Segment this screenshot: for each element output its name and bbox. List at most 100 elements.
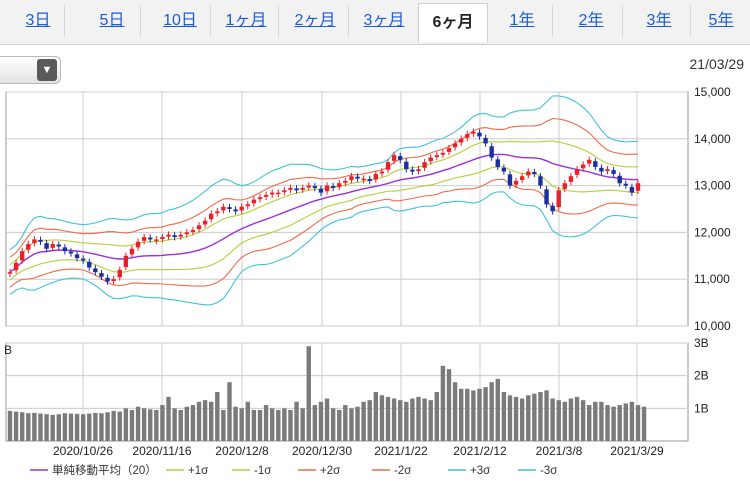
- candlestick: [312, 186, 318, 188]
- candlestick: [422, 162, 427, 168]
- candlestick: [105, 277, 110, 282]
- candlestick: [184, 232, 190, 235]
- volume-bar: [526, 395, 531, 441]
- candlestick: [416, 169, 421, 172]
- candlestick: [239, 206, 244, 211]
- price-tick-label: 15,000: [694, 85, 731, 99]
- candlestick: [38, 239, 43, 242]
- candlestick: [306, 185, 311, 188]
- candlestick: [294, 188, 299, 191]
- candlestick: [154, 239, 159, 241]
- volume-bar: [507, 395, 513, 441]
- volume-bar: [385, 396, 391, 441]
- date-tick-label: 2021/2/12: [453, 444, 507, 458]
- candlestick: [343, 180, 348, 183]
- volume-bar: [501, 392, 507, 441]
- volume-bar: [599, 401, 604, 441]
- volume-bar: [544, 390, 549, 441]
- candlestick: [276, 192, 281, 195]
- volume-bar: [355, 406, 360, 441]
- legend-label: +2σ: [320, 465, 340, 477]
- volume-bar: [513, 396, 519, 441]
- volume-tick-label: 2B: [694, 369, 709, 383]
- volume-bar: [635, 405, 641, 441]
- candlestick: [148, 237, 153, 240]
- tab-3y[interactable]: 3年: [628, 5, 691, 37]
- volume-bar: [489, 382, 494, 441]
- date-tick-label: 2020/11/16: [132, 444, 191, 458]
- candlestick: [568, 176, 574, 182]
- plus-3-sigma-line: [9, 95, 638, 251]
- candlestick: [62, 247, 68, 252]
- volume-bar: [215, 392, 220, 441]
- legend-label: -1σ: [254, 465, 271, 477]
- volume-bar: [111, 410, 116, 441]
- tab-3d[interactable]: 3日: [12, 5, 65, 37]
- volume-bar: [306, 346, 311, 441]
- chart-type-select[interactable]: ▼: [0, 56, 61, 84]
- tab-1y[interactable]: 1年: [492, 5, 553, 37]
- candlestick: [483, 137, 488, 144]
- volume-bar: [123, 408, 129, 441]
- volume-bar: [135, 406, 141, 441]
- candlestick: [257, 197, 263, 200]
- volume-bar: [276, 409, 281, 441]
- candlestick: [221, 206, 226, 211]
- volume-bar: [80, 414, 86, 441]
- volume-bar: [13, 411, 19, 441]
- candlestick: [452, 143, 458, 148]
- volume-bar: [587, 405, 592, 441]
- volume-bar: [56, 414, 61, 441]
- dropdown-arrow-icon[interactable]: ▼: [37, 59, 57, 81]
- volume-bar: [324, 398, 330, 441]
- volume-bar: [202, 400, 208, 441]
- volume-bar: [556, 400, 561, 441]
- candlestick: [349, 176, 354, 180]
- volume-bar: [184, 406, 190, 441]
- tab-2m[interactable]: 2ヶ月: [282, 5, 349, 37]
- tab-3m[interactable]: 3ヶ月: [363, 12, 405, 29]
- volume-bar: [38, 413, 43, 441]
- tab-2y[interactable]: 2年: [560, 5, 623, 37]
- volume-bar: [282, 408, 287, 441]
- volume-bar: [434, 392, 439, 441]
- volume-bar: [172, 408, 177, 441]
- volume-bar: [99, 413, 104, 441]
- volume-bar: [93, 412, 98, 441]
- candlestick: [538, 176, 543, 186]
- volume-bar: [617, 405, 622, 441]
- tab-1m[interactable]: 1ヶ月: [214, 5, 279, 37]
- tab-5d[interactable]: 5日: [84, 5, 141, 37]
- volume-bar: [580, 400, 586, 441]
- tab-5y[interactable]: 5年: [708, 12, 734, 29]
- candlestick: [166, 234, 171, 237]
- candlestick: [13, 262, 19, 271]
- candlestick: [532, 172, 537, 174]
- price-tick-label: 14,000: [694, 132, 731, 146]
- volume-bar: [294, 401, 299, 441]
- candlestick: [550, 205, 555, 212]
- candlestick: [87, 261, 92, 268]
- volume-bar: [337, 409, 342, 441]
- candlestick: [410, 169, 415, 172]
- candlestick: [178, 234, 183, 237]
- candlestick: [544, 189, 549, 205]
- volume-bar: [196, 401, 202, 441]
- volume-tick-label: 3B: [694, 336, 709, 350]
- candlestick: [489, 146, 494, 158]
- volume-bar: [416, 396, 421, 441]
- candlestick: [50, 244, 55, 248]
- price-plot-frame: [5, 91, 689, 327]
- candlestick: [635, 183, 641, 191]
- volume-bar: [519, 398, 525, 441]
- candlestick: [574, 169, 580, 175]
- volume-bar: [32, 412, 37, 441]
- candlestick: [251, 199, 257, 204]
- tab-10d[interactable]: 10日: [150, 5, 211, 37]
- legend-label: -2σ: [394, 465, 411, 477]
- candlestick: [19, 251, 25, 261]
- volume-bar: [154, 409, 159, 441]
- candlestick: [80, 258, 86, 261]
- tab-6m[interactable]: 6ヶ月: [418, 3, 488, 42]
